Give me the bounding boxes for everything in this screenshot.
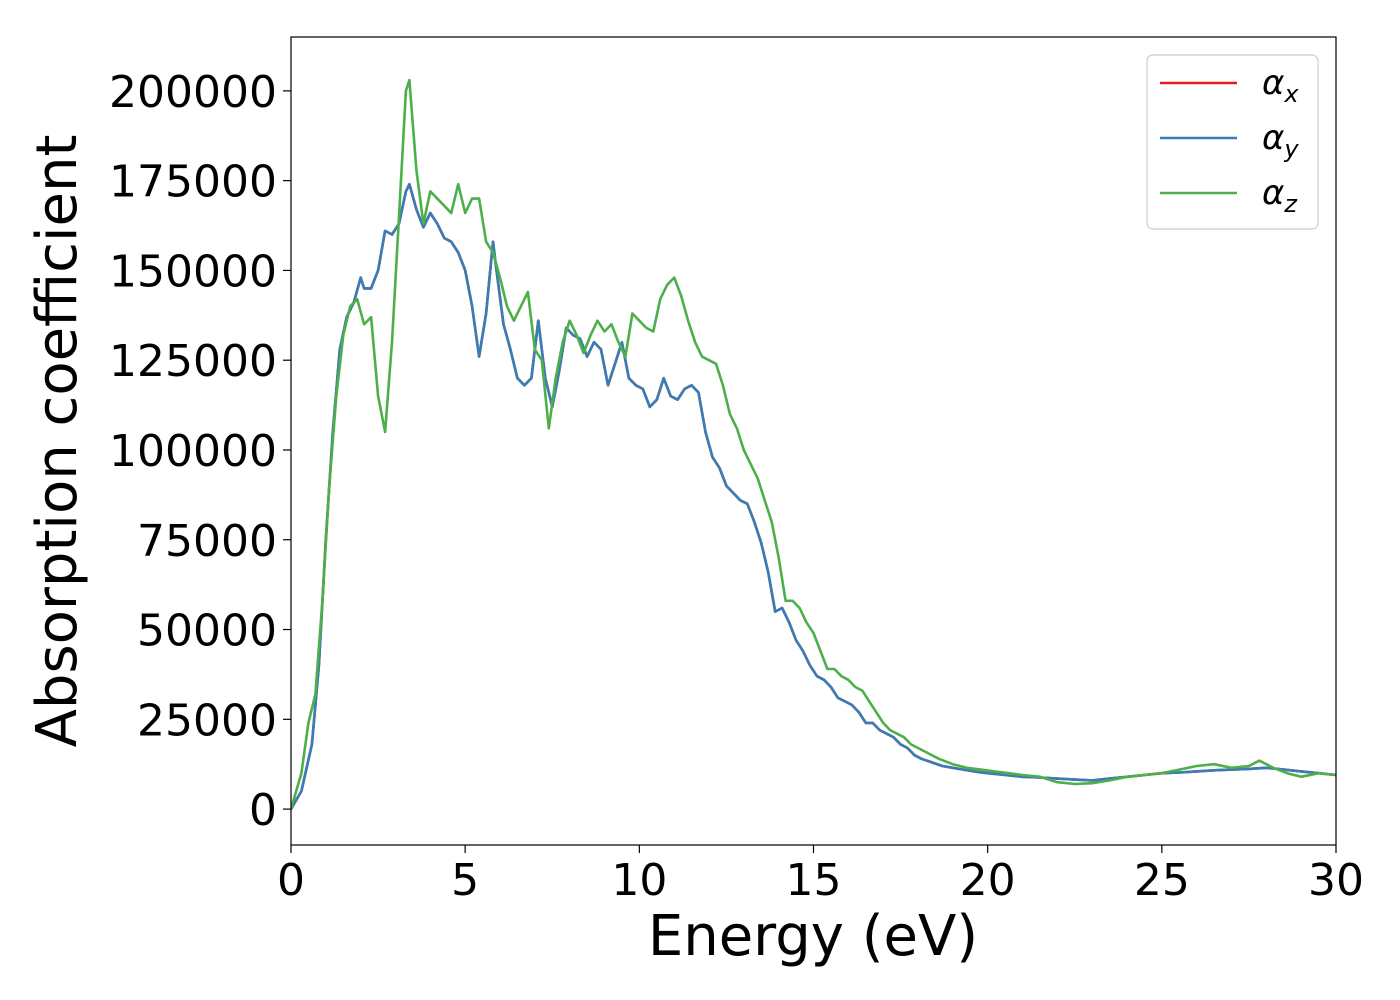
y-tick-label: 75000 [137,516,277,567]
legend-label: αy [1262,118,1299,163]
x-tick-label: 30 [1308,855,1364,906]
x-tick-label: 5 [451,855,479,906]
y-tick-label: 100000 [109,426,277,477]
legend-label: αz [1262,173,1298,218]
legend-label: αx [1262,63,1299,108]
series-line-αy [291,182,1336,811]
y-tick-label: 50000 [137,606,277,657]
series-line-αz [291,78,1336,811]
x-tick-label: 15 [786,855,842,906]
x-tick-label: 25 [1134,855,1190,906]
legend-box [1146,54,1319,230]
legend-label-subscript: y [1283,135,1299,163]
y-tick-label: 150000 [109,246,277,297]
x-axis: 0 5 10 15 20 25 30 [277,845,1364,906]
x-tick-label: 10 [611,855,667,906]
legend-label-symbol: α [1262,173,1284,213]
series-layer [291,78,1336,811]
y-axis: 0 25000 50000 75000 100000 125000 150000 175000… [109,67,291,836]
y-tick-label: 175000 [109,157,277,208]
y-tick-label: 125000 [109,336,277,387]
y-axis-label: Absorption coefficient [25,135,90,748]
x-tick-label: 20 [960,855,1016,906]
y-tick-label: 0 [249,785,277,836]
legend-label-subscript: z [1283,190,1298,218]
x-axis-label: Energy (eV) [648,904,978,969]
y-tick-label: 200000 [109,67,277,118]
legend-label-subscript: x [1283,80,1299,108]
y-tick-label: 25000 [137,695,277,746]
legend-label-symbol: α [1262,118,1284,158]
legend-label-symbol: α [1262,63,1284,103]
x-tick-label: 0 [277,855,305,906]
